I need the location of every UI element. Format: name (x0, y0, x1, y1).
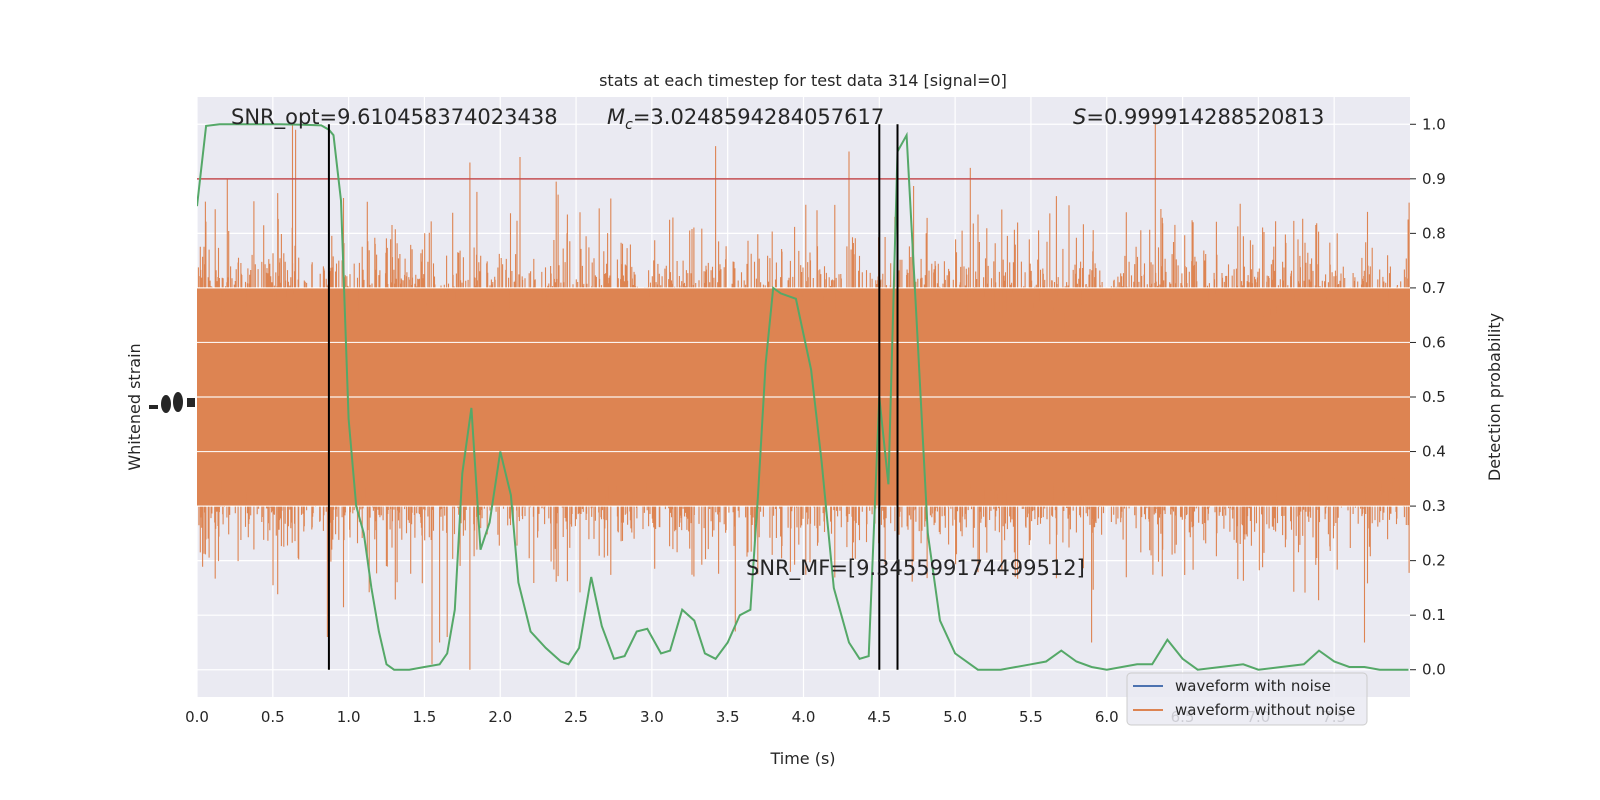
snr-opt-annotation: SNR_opt=9.610458374023438 (231, 105, 558, 130)
strain-trace (197, 124, 1410, 670)
chirp-mass-annotation: Mc=3.0248594284057617 (607, 105, 884, 133)
y-tick-label: 1.0 (1422, 115, 1446, 133)
s-annotation: S=0.999914288520813 (1073, 105, 1324, 129)
y-tick-label: 0.2 (1422, 552, 1446, 570)
legend-box (1126, 672, 1368, 726)
detection-probability-series (197, 123, 1409, 671)
vertical-markers (327, 124, 899, 670)
y-axis-label-right: Detection probability (1485, 313, 1504, 481)
legend-label-without-noise: waveform without noise (1175, 701, 1355, 719)
y-tick-label: 0.7 (1422, 279, 1446, 297)
y-tick-label: 0.5 (1422, 388, 1446, 406)
x-tick-label: 0.5 (261, 708, 285, 726)
y-tick-label: 0.6 (1422, 333, 1446, 351)
x-tick-label: 0.0 (185, 708, 209, 726)
strain-series (197, 124, 1410, 670)
y-axis-label-left: Whitened strain (125, 343, 144, 470)
x-tick-label: 2.0 (488, 708, 512, 726)
snr-mf-annotation: SNR_MF=[9.345599174499512] (746, 556, 1085, 581)
x-tick-label: 3.5 (716, 708, 740, 726)
y-tick-label: 0.1 (1422, 606, 1446, 624)
x-tick-label: 3.0 (640, 708, 664, 726)
legend: waveform with noise waveform without noi… (1126, 672, 1368, 726)
legend-label-with-noise: waveform with noise (1175, 677, 1331, 695)
x-tick-label: 2.5 (564, 708, 588, 726)
x-tick-label: 1.5 (413, 708, 437, 726)
x-tick-label: 5.5 (1019, 708, 1043, 726)
x-tick-label: 4.0 (792, 708, 816, 726)
x-tick-label: 1.0 (337, 708, 361, 726)
y-tick-label: 0.4 (1422, 443, 1446, 461)
left-axis-tick-cluster (149, 392, 195, 413)
detection-probability-line (197, 123, 1409, 671)
y-axis-right: 0.0 0.1 0.2 0.3 0.4 0.5 0.6 0.7 0.8 0.9 1.0 (1410, 115, 1446, 679)
y-tick-label: 0.3 (1422, 497, 1446, 515)
x-tick-label: 4.5 (867, 708, 891, 726)
x-tick-label: 5.0 (943, 708, 967, 726)
y-tick-label: 0.9 (1422, 170, 1446, 188)
y-tick-label: 0.0 (1422, 661, 1446, 679)
x-tick-label: 6.0 (1095, 708, 1119, 726)
chart-title: stats at each timestep for test data 314… (599, 71, 1007, 90)
y-tick-label: 0.8 (1422, 224, 1446, 242)
x-axis-label: Time (s) (769, 749, 835, 768)
